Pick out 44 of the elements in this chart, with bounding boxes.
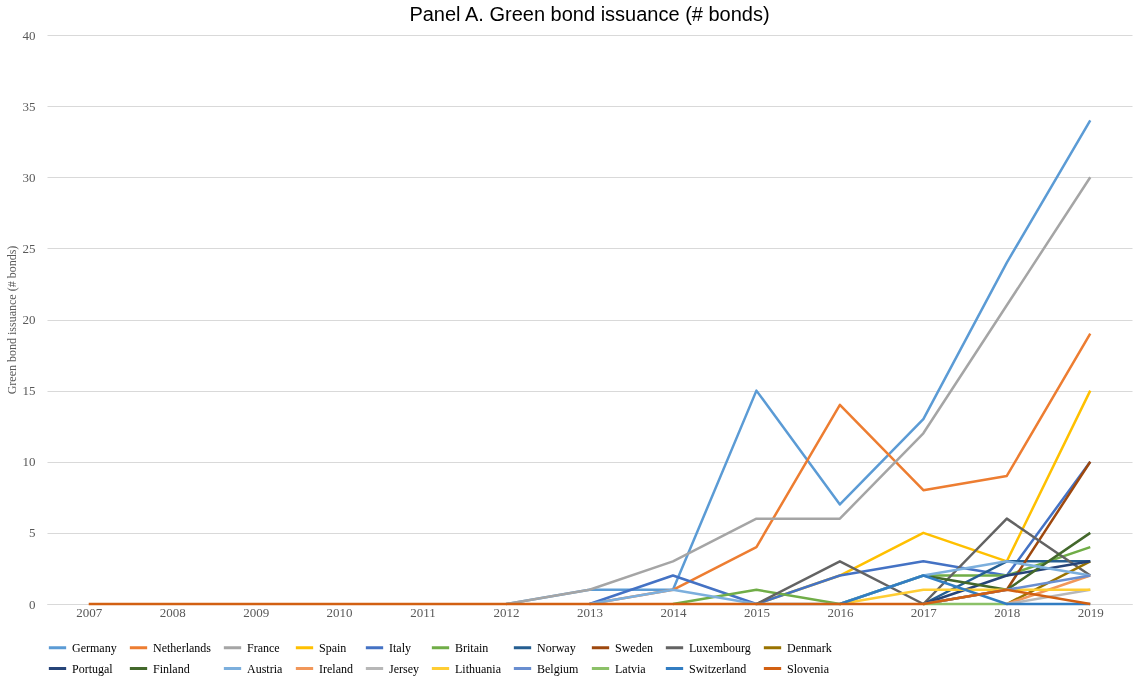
- y-tick-label: 5: [29, 525, 36, 541]
- legend-label: Luxembourg: [689, 640, 751, 655]
- legend-label: Slovenia: [787, 661, 830, 676]
- y-tick-label: 40: [22, 27, 36, 43]
- chart-title: Panel A. Green bond issuance (# bonds): [409, 3, 770, 25]
- legend-label: France: [247, 640, 280, 655]
- y-tick-label: 35: [22, 98, 36, 114]
- x-tick-label: 2007: [76, 604, 103, 620]
- legend-label: Lithuania: [455, 661, 502, 676]
- legend-label: Finland: [153, 661, 190, 676]
- x-tick-label: 2019: [1077, 604, 1104, 620]
- legend-label: Latvia: [615, 661, 647, 676]
- legend-label: Italy: [389, 640, 411, 655]
- y-tick-label: 25: [22, 240, 36, 256]
- x-tick-label: 2018: [994, 604, 1021, 620]
- y-tick-label: 0: [29, 596, 36, 612]
- legend-label: Spain: [319, 640, 347, 655]
- legend-label: Portugal: [72, 661, 114, 676]
- legend-label: Sweden: [615, 640, 653, 655]
- legend-label: Denmark: [787, 640, 832, 655]
- legend-label: Belgium: [537, 661, 579, 676]
- legend-label: Ireland: [319, 661, 353, 676]
- legend-label: Netherlands: [153, 640, 212, 655]
- x-tick-label: 2013: [577, 604, 603, 620]
- x-tick-label: 2010: [326, 604, 353, 620]
- x-tick-label: 2014: [660, 604, 687, 620]
- x-tick-label: 2009: [243, 604, 270, 620]
- y-axis-title: Green bond issuance (# bonds): [4, 245, 19, 395]
- x-tick-label: 2017: [910, 604, 938, 620]
- legend-label: Austria: [247, 661, 283, 676]
- y-tick-label: 10: [22, 454, 36, 470]
- x-tick-label: 2016: [827, 604, 854, 620]
- legend-label: Switzerland: [689, 661, 747, 676]
- x-tick-label: 2008: [159, 604, 186, 620]
- legend-label: Jersey: [389, 661, 419, 676]
- x-tick-label: 2011: [410, 604, 436, 620]
- y-tick-label: 20: [22, 312, 36, 327]
- legend-label: Norway: [537, 640, 576, 655]
- x-tick-label: 2015: [743, 604, 770, 620]
- x-tick-label: 2012: [493, 604, 520, 620]
- y-tick-label: 30: [22, 169, 36, 185]
- legend-label: Britain: [455, 640, 489, 655]
- y-tick-label: 15: [22, 383, 36, 399]
- legend-label: Germany: [72, 640, 117, 655]
